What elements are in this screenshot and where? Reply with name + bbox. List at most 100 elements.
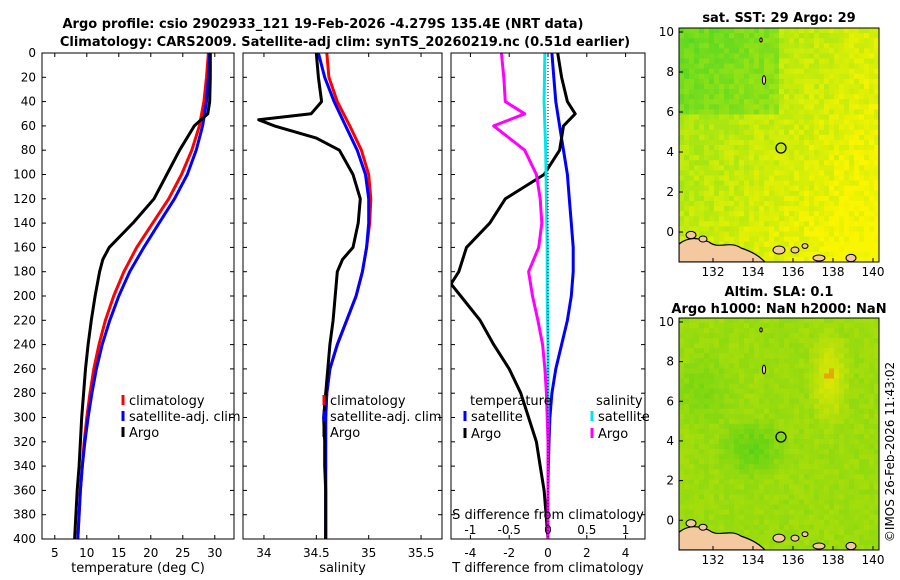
map-cell (869, 423, 875, 430)
map-cell (859, 226, 865, 233)
map-cell (829, 479, 835, 486)
map-cell (864, 464, 870, 470)
map-cell (819, 368, 825, 375)
map-cell (684, 378, 690, 385)
map-cell (709, 185, 715, 192)
map-cell (839, 428, 845, 435)
map-cell (694, 33, 700, 39)
map-cell (789, 539, 795, 546)
map-cell (739, 514, 745, 521)
map-cell (819, 226, 825, 233)
map-cell (764, 241, 770, 248)
plot-area (243, 53, 442, 539)
map-cell (759, 434, 765, 440)
map-cell (844, 494, 850, 501)
map-cell (799, 43, 805, 49)
map-cell (684, 368, 690, 375)
map-cell (699, 216, 705, 222)
map-cell (849, 439, 855, 445)
map-cell (834, 150, 840, 156)
map-cell (799, 246, 805, 253)
map-cell (854, 479, 860, 486)
map-cell (764, 48, 770, 55)
map-cell (714, 333, 720, 339)
map-cell (789, 348, 795, 354)
map-cell (774, 338, 780, 344)
map-cell (789, 509, 795, 516)
map-cell (809, 529, 815, 536)
map-cell (684, 353, 690, 359)
map-cell (849, 378, 855, 385)
map-cell (684, 155, 690, 161)
map-cell (869, 434, 875, 440)
map-cell (839, 499, 845, 506)
map-cell (839, 474, 845, 480)
map-cell (709, 474, 715, 480)
map-cell (874, 104, 879, 110)
map-cell (824, 150, 830, 156)
map-cell (814, 514, 820, 521)
map-cell (859, 378, 865, 385)
map-cell (734, 403, 740, 410)
map-cell (799, 216, 805, 222)
map-cell (719, 155, 725, 161)
x-tick-label: 132 (702, 265, 725, 279)
map-cell (854, 524, 860, 531)
map-cell (799, 413, 805, 420)
map-cell (774, 464, 780, 470)
map-cell (719, 190, 725, 197)
map-cell (744, 484, 750, 491)
map-cell (704, 231, 710, 238)
map-cell (834, 479, 840, 486)
map-cell (729, 464, 735, 470)
map-cell (734, 165, 740, 172)
map-cell (704, 373, 710, 380)
map-cell (694, 418, 700, 425)
map-cell (814, 43, 820, 49)
map-cell (844, 358, 850, 364)
map-cell (869, 139, 875, 146)
map-cell (809, 504, 815, 511)
map-cell (724, 499, 730, 506)
map-cell (764, 403, 770, 410)
map-cell (734, 200, 740, 207)
map-cell (854, 408, 860, 415)
map-cell (744, 73, 750, 80)
map-cell (824, 43, 830, 49)
figure-title-line2: Climatology: CARS2009. Satellite-adj cli… (60, 35, 630, 50)
map-cell (754, 109, 760, 116)
map-cell (749, 388, 755, 395)
map-cell (744, 160, 750, 166)
map-cell (724, 53, 730, 60)
map-cell (779, 323, 785, 329)
map-cell (789, 170, 795, 177)
map-cell (719, 165, 725, 172)
map-cell (854, 73, 860, 80)
map-cell (824, 160, 830, 166)
map-cell (854, 185, 860, 192)
map-cell (739, 28, 745, 34)
map-cell (699, 393, 705, 400)
map-cell (739, 216, 745, 222)
map-cell (779, 373, 785, 380)
map-cell (709, 323, 715, 329)
map-cell (684, 73, 690, 80)
map-cell (759, 363, 765, 370)
map-cell (749, 343, 755, 349)
map-cell (754, 378, 760, 385)
map-cell (844, 338, 850, 344)
map-cell (699, 408, 705, 415)
map-cell (699, 68, 705, 75)
map-cell (809, 58, 815, 65)
map-cell (684, 48, 690, 55)
legend-label: Argo (471, 427, 501, 442)
map-cell (799, 83, 805, 90)
map-cell (774, 63, 780, 70)
map-cell (714, 519, 720, 526)
map-cell (794, 539, 800, 546)
map-cell (784, 175, 790, 182)
map-cell (859, 413, 865, 420)
map-cell (874, 43, 879, 49)
map-cell (864, 114, 870, 121)
map-cell (804, 459, 810, 465)
